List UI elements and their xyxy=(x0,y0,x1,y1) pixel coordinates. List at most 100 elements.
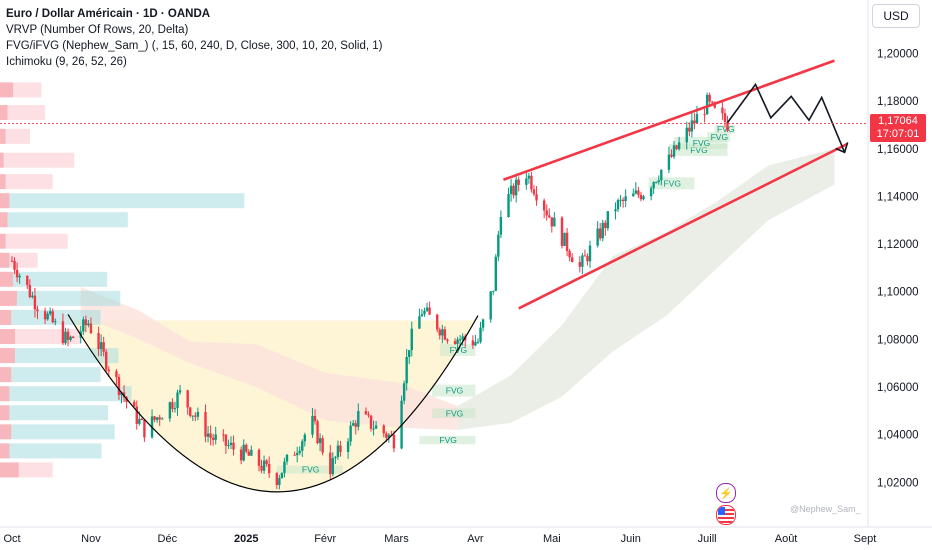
fvg-zone xyxy=(648,177,695,190)
candle-body xyxy=(245,444,248,452)
candle-body xyxy=(278,478,281,486)
candle-body xyxy=(456,339,459,344)
candle-body xyxy=(670,154,673,157)
candle-body xyxy=(514,179,518,196)
candle-body xyxy=(542,200,546,211)
candle-body xyxy=(634,190,638,194)
candle-body xyxy=(369,415,373,429)
candle-body xyxy=(54,321,57,323)
y-axis-tick: 1,18000 xyxy=(877,96,919,108)
candle-body xyxy=(303,434,307,442)
candle-body xyxy=(280,472,284,479)
candle-body xyxy=(51,311,54,323)
volume-bar-sell xyxy=(15,348,119,364)
candle-body xyxy=(489,291,492,320)
candle-body xyxy=(295,452,299,456)
x-axis-tick: Mars xyxy=(384,533,409,545)
indicator-ichimoku[interactable]: Ichimoku (9, 26, 52, 26) xyxy=(6,56,127,68)
candle-body xyxy=(69,336,72,340)
candle-body xyxy=(438,329,441,336)
volume-bar-buy xyxy=(0,462,19,478)
candle-body xyxy=(509,185,513,195)
candle-body xyxy=(695,114,699,124)
fvg-label: FVG xyxy=(693,138,710,148)
currency-button[interactable]: USD xyxy=(872,4,920,28)
y-axis-tick: 1,02000 xyxy=(877,477,919,489)
candle-body xyxy=(115,371,118,377)
author-watermark: @Nephew_Sam_ xyxy=(790,504,861,514)
volume-bar-buy xyxy=(0,290,17,306)
candle-body xyxy=(227,445,230,447)
candle-body xyxy=(675,145,678,150)
y-axis-tick: 1,06000 xyxy=(877,382,919,394)
candle-body xyxy=(402,383,406,401)
lightning-icon[interactable]: ⚡ xyxy=(716,483,736,503)
candle-body xyxy=(262,460,266,471)
x-axis-tick: Août xyxy=(775,533,798,545)
candle-body xyxy=(428,307,431,315)
candle-body xyxy=(61,321,65,344)
candle-body xyxy=(140,418,144,420)
candle-body xyxy=(158,417,161,420)
projection-path xyxy=(726,82,846,153)
volume-bar-sell xyxy=(3,152,75,168)
candle-body xyxy=(267,463,271,474)
candle-body xyxy=(604,222,607,229)
candle-body xyxy=(334,457,337,459)
symbol-title[interactable]: Euro / Dollar Américain · 1D · OANDA xyxy=(6,8,211,20)
candle-body xyxy=(423,310,426,315)
candle-body xyxy=(443,329,447,340)
candle-body xyxy=(471,340,475,346)
fvg-zone xyxy=(668,144,728,156)
candle-body xyxy=(191,415,194,417)
x-axis-tick: Juin xyxy=(621,533,641,545)
candle-body xyxy=(667,154,671,170)
candle-body xyxy=(479,327,482,342)
candle-body xyxy=(586,256,589,262)
candle-body xyxy=(660,169,663,181)
candle-body xyxy=(685,127,688,143)
candle-body xyxy=(161,418,164,420)
fvg-zone xyxy=(714,124,736,134)
candle-body xyxy=(349,425,352,442)
indicator-vrvp[interactable]: VRVP (Number Of Rows, 20, Delta) xyxy=(6,24,189,36)
candle-body xyxy=(43,311,47,320)
candle-body xyxy=(339,445,342,452)
candle-body xyxy=(71,336,75,338)
candle-body xyxy=(133,401,136,407)
candle-body xyxy=(331,458,335,475)
candle-body xyxy=(408,350,411,358)
volume-bar-buy xyxy=(0,271,14,287)
volume-bar-buy xyxy=(0,193,10,209)
candle-body xyxy=(458,339,462,341)
candle-body xyxy=(690,120,694,132)
x-axis-tick: Juill xyxy=(698,533,717,545)
volume-bar-buy xyxy=(0,174,6,190)
candle-body xyxy=(621,199,625,201)
candle-body xyxy=(318,438,322,444)
candle-body xyxy=(117,376,121,396)
chart-legend: Euro / Dollar Américain · 1D · OANDA VRV… xyxy=(6,6,383,70)
candle-body xyxy=(354,423,357,427)
candle-body xyxy=(374,425,378,429)
cup-fill xyxy=(68,314,478,492)
candle-body xyxy=(301,441,304,451)
candle-body xyxy=(176,392,179,409)
candle-body xyxy=(553,217,556,227)
volume-bar-sell xyxy=(16,290,121,306)
candle-body xyxy=(143,419,146,438)
candle-body xyxy=(619,199,622,201)
candle-body xyxy=(392,434,396,449)
us-flag-icon[interactable] xyxy=(716,505,736,525)
candle-body xyxy=(247,451,251,456)
indicator-fvg[interactable]: FVG/iFVG (Nephew_Sam_) (, 15, 60, 240, D… xyxy=(6,40,383,52)
candle-body xyxy=(560,217,564,246)
candle-body xyxy=(527,175,531,179)
fvg-zone xyxy=(707,132,731,142)
candle-body xyxy=(616,200,620,210)
volume-bar-sell xyxy=(5,233,68,249)
fvg-zone xyxy=(432,408,476,419)
x-axis-tick: Déc xyxy=(158,533,178,545)
candle-body xyxy=(494,256,497,291)
